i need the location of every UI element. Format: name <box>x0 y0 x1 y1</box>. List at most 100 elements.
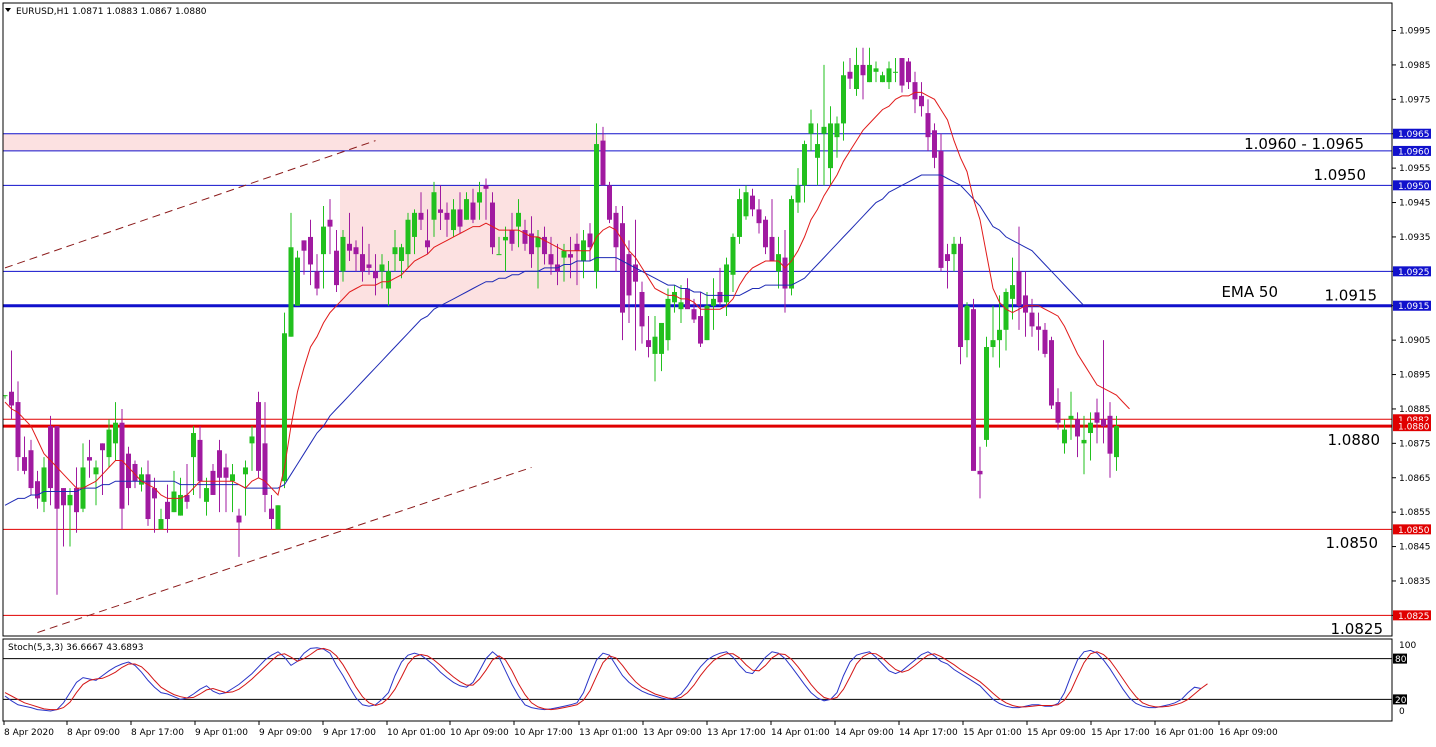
bear-candle <box>860 64 866 76</box>
bull-candle <box>743 192 749 217</box>
bull-candle <box>594 144 599 272</box>
bull-candle <box>106 429 112 458</box>
bear-candle <box>15 402 21 458</box>
bear-candle <box>750 195 755 210</box>
bear-candle <box>958 243 963 348</box>
price-tick-label: 1.0995 <box>1399 27 1431 37</box>
bear-candle <box>132 463 138 482</box>
bear-candle <box>698 316 703 344</box>
bear-candle <box>327 219 333 227</box>
bear-candle <box>256 402 261 471</box>
bull-candle <box>951 243 957 255</box>
bull-candle <box>802 144 807 186</box>
bear-candle <box>1055 402 1061 423</box>
bull-candle <box>340 236 346 272</box>
bear-candle <box>906 61 911 83</box>
bear-candle <box>1023 295 1028 313</box>
stochastic-layer: 80 20 100 0 Stoch(5,3,3) 36.6667 43.6893 <box>3 641 1416 717</box>
bull-candle <box>854 64 859 90</box>
bull-candle <box>841 75 846 124</box>
bear-candle <box>600 140 606 186</box>
time-tick-label: 8 Apr 2020 <box>4 728 54 738</box>
price-tick-label: 1.0955 <box>1399 164 1431 174</box>
time-tick-label: 16 Apr 01:00 <box>1155 728 1214 738</box>
bull-candle <box>867 64 872 83</box>
bear-candle <box>1101 419 1106 427</box>
bear-candle <box>977 470 983 475</box>
price-tag <box>1393 610 1431 621</box>
annotations-layer: 1.0960 - 1.0965 1.0950 EMA 50 1.0915 1.0880 1… <box>1221 135 1383 638</box>
bear-candle <box>490 202 495 248</box>
bear-candle <box>223 467 229 478</box>
bull-candle <box>496 254 502 256</box>
level-annotation: EMA 50 <box>1221 283 1278 301</box>
bull-candle <box>1068 415 1074 420</box>
price-tag <box>1393 145 1431 156</box>
bull-candle <box>1062 429 1067 444</box>
bull-candle <box>2 395 8 397</box>
time-tick-label: 13 Apr 01:00 <box>579 728 638 738</box>
bull-candle <box>379 264 385 272</box>
bear-candle <box>119 422 125 509</box>
trendline-dashed[interactable] <box>4 140 376 269</box>
bull-candle <box>321 226 326 255</box>
bull-candle <box>451 209 456 231</box>
triangle-down-icon[interactable] <box>5 8 11 12</box>
stoch-level-tag <box>1393 694 1407 705</box>
bull-candle <box>704 305 710 341</box>
bear-candle <box>763 219 768 248</box>
bull-candle <box>964 305 970 341</box>
time-tick-label: 14 Apr 01:00 <box>771 728 830 738</box>
bear-candle <box>925 113 931 138</box>
bear-candle <box>418 212 424 220</box>
bull-candle <box>711 298 716 306</box>
time-tick-label: 8 Apr 09:00 <box>67 728 120 738</box>
bear-candle <box>1042 329 1048 354</box>
bull-candle <box>795 185 801 203</box>
bear-candle <box>971 309 976 471</box>
bear-candle <box>782 257 788 289</box>
bear-candle <box>756 209 762 224</box>
bear-candle <box>529 233 534 255</box>
bull-candle <box>113 422 118 444</box>
bear-candle <box>945 254 950 262</box>
bear-candle <box>217 450 222 478</box>
bull-candle <box>893 71 898 73</box>
bear-candle <box>145 474 151 520</box>
price-tick-label: 1.0935 <box>1399 233 1431 243</box>
bull-candle <box>724 264 729 303</box>
bear-candle <box>197 439 203 482</box>
bear-candle <box>1036 326 1041 330</box>
bear-candle <box>587 233 593 248</box>
levels-layer <box>3 133 1392 616</box>
stoch-main-line <box>4 647 1202 712</box>
bull-candle <box>737 199 742 237</box>
bull-candle <box>399 247 404 262</box>
bull-candle <box>990 340 996 348</box>
bull-candle <box>880 75 885 83</box>
time-tick-label: 15 Apr 17:00 <box>1091 728 1150 738</box>
bull-candle <box>503 236 508 241</box>
trendline-dashed[interactable] <box>37 466 532 634</box>
bull-candle <box>204 488 209 502</box>
price-tick-label: 1.0885 <box>1399 405 1431 415</box>
bear-candle <box>633 264 638 282</box>
bear-candle <box>626 254 632 296</box>
bear-candle <box>1016 271 1022 306</box>
bull-candle <box>243 467 248 475</box>
bear-candle <box>646 340 651 348</box>
price-tick-label: 1.0845 <box>1399 543 1431 553</box>
bull-candle <box>275 505 281 530</box>
ema-50-line <box>4 174 1085 506</box>
time-tick-label: 9 Apr 09:00 <box>259 728 312 738</box>
time-tick-label: 10 Apr 01:00 <box>387 728 446 738</box>
price-tag-label: 1.0950 <box>1398 182 1430 192</box>
bull-candle <box>516 212 521 227</box>
bull-candle <box>93 467 99 475</box>
bear-candle <box>919 95 924 107</box>
bull-candle <box>873 68 879 72</box>
bear-candle <box>912 82 918 100</box>
bear-candle <box>847 71 853 79</box>
